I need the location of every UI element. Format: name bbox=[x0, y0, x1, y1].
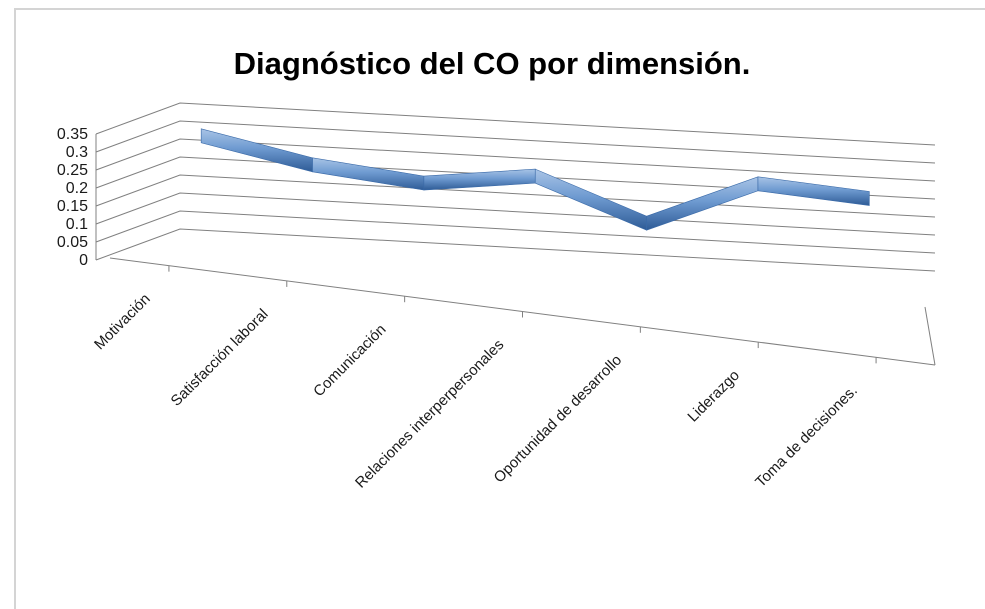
y-tick-label: 0.25 bbox=[57, 162, 88, 179]
floor-edge bbox=[925, 307, 935, 365]
y-axis-ticks: 00.050.10.150.20.250.30.35 bbox=[57, 126, 88, 269]
y-tick-label: 0.15 bbox=[57, 198, 88, 215]
y-tick-label: 0 bbox=[79, 252, 88, 269]
x-axis-categories: Motivación Satisfacción laboral Comunicaci… bbox=[91, 290, 861, 491]
y-tick-label: 0.1 bbox=[66, 216, 88, 233]
x-category-label: Toma de decisiones. bbox=[752, 382, 861, 491]
y-tick-label: 0.05 bbox=[57, 234, 88, 251]
series bbox=[201, 129, 869, 230]
y-tick-label: 0.2 bbox=[66, 180, 88, 197]
gridline bbox=[96, 229, 935, 271]
chart-title: Diagnóstico del CO por dimensión. bbox=[234, 46, 751, 81]
axes bbox=[96, 134, 935, 365]
series-segment bbox=[201, 129, 312, 172]
x-category-label: Relaciones interperpersonales bbox=[352, 336, 507, 491]
y-tick-label: 0.35 bbox=[57, 126, 88, 143]
gridline bbox=[96, 211, 935, 253]
x-category-label: Comunicación bbox=[310, 321, 389, 400]
series-segment bbox=[758, 177, 869, 206]
x-category-label: Satisfacción laboral bbox=[168, 306, 272, 410]
y-tick-label: 0.3 bbox=[66, 144, 88, 161]
gridline bbox=[96, 193, 935, 235]
x-category-label: Liderazgo bbox=[684, 367, 743, 426]
x-category-label: Motivación bbox=[91, 290, 154, 353]
x-category-label: Oportunidad de desarrollo bbox=[491, 352, 626, 487]
series-segment bbox=[424, 169, 535, 190]
